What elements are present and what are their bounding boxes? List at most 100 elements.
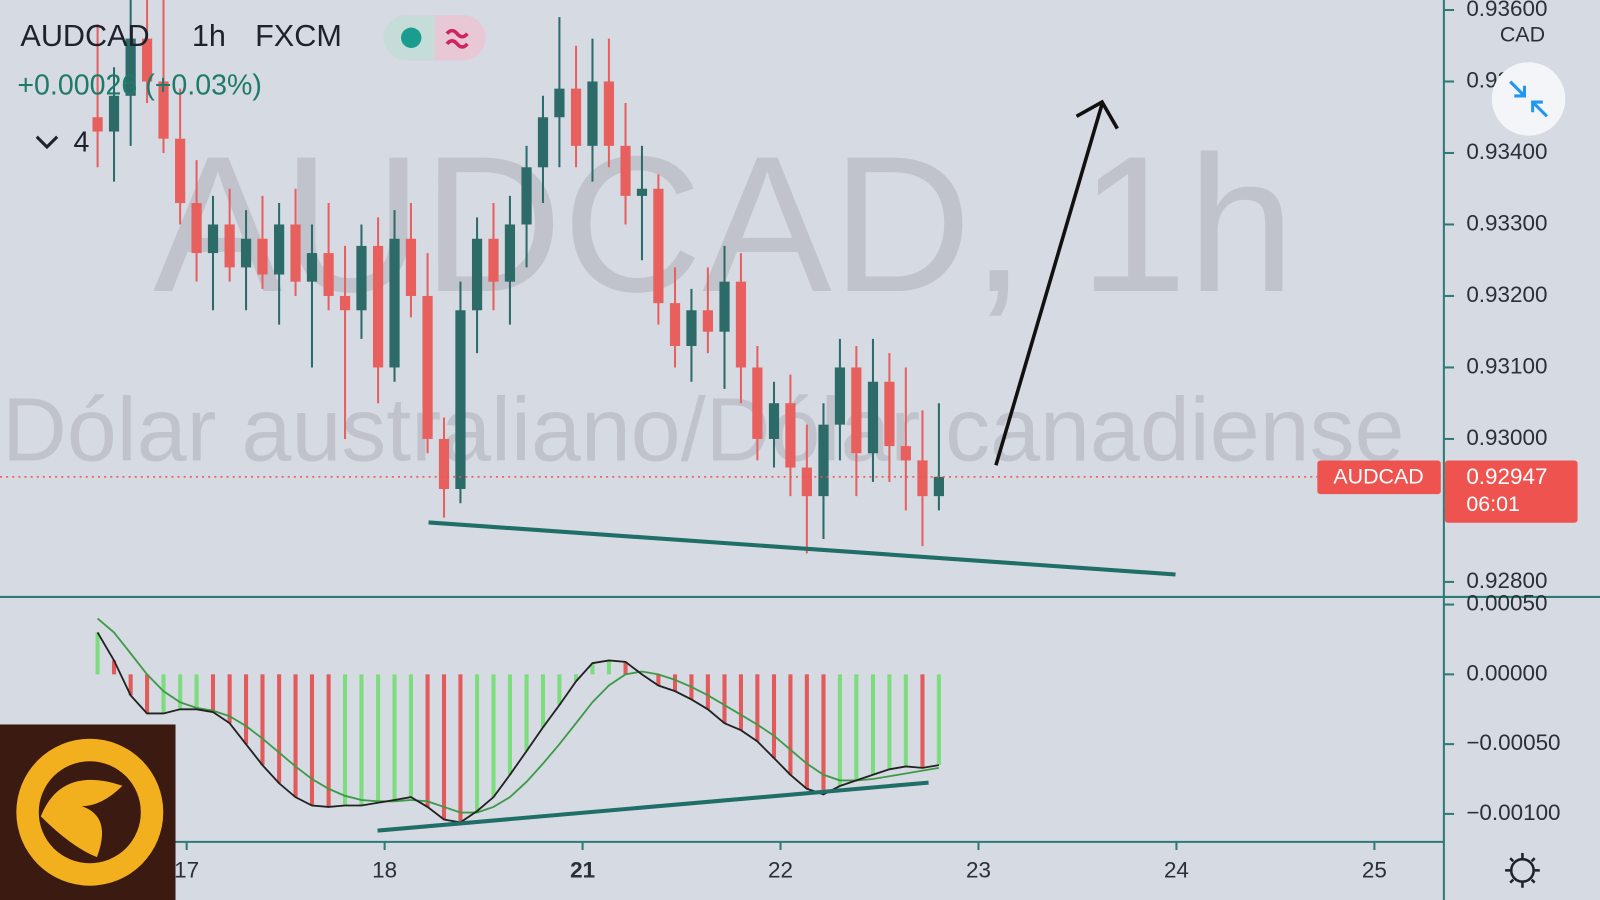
candle-body (455, 310, 466, 489)
arrow-shaft (994, 103, 1104, 466)
macd-histogram-bar (227, 674, 232, 724)
symbol-label-bg (1317, 460, 1441, 495)
x-tick-label: 22 (768, 857, 793, 882)
candle-body (141, 38, 153, 82)
minimize-icon (1509, 80, 1549, 118)
candle-body (702, 310, 713, 332)
candle-body (356, 245, 367, 311)
status-pill[interactable] (383, 15, 486, 61)
candle-body (851, 367, 862, 454)
macd-histogram-bar (425, 674, 430, 807)
y-tick-label: −0.00100 (1466, 800, 1560, 825)
candle-body (884, 381, 895, 447)
macd-histogram-bar (408, 674, 413, 798)
macd-histogram-bar (458, 674, 463, 823)
candle-body (785, 403, 796, 468)
macd-histogram-bar (574, 674, 579, 682)
macd-histogram-bar (128, 674, 133, 696)
button-bg (1491, 62, 1566, 136)
candle-body (521, 167, 532, 225)
x-tick-label: 25 (1362, 857, 1387, 882)
candle-body (240, 238, 252, 268)
y-tick-label: 0.93300 (1466, 210, 1547, 235)
macd-histogram-bar (326, 674, 331, 807)
candle-body (587, 81, 598, 146)
y-tick-label: 0.93200 (1466, 282, 1547, 307)
candle-body (306, 253, 318, 282)
y-tick-label: 0.93600 (1466, 0, 1547, 21)
macd-histogram-bar (507, 674, 512, 775)
minimize-button[interactable] (1491, 62, 1566, 136)
candle-body (290, 224, 301, 282)
macd-histogram-bar (441, 674, 447, 820)
candle-body (471, 238, 483, 311)
axis-currency: CAD (1500, 22, 1545, 46)
macd-histogram-bar (672, 674, 678, 692)
interval: 1h (192, 19, 226, 53)
macd-histogram-bar (293, 674, 298, 798)
candle-body (752, 367, 763, 439)
macd-histogram-bar (392, 674, 397, 800)
macd-histogram-bar (623, 661, 628, 675)
candle-body (191, 203, 202, 254)
candle-body (389, 238, 400, 368)
macd-histogram-bar (590, 663, 595, 675)
y-tick-label: 0.93100 (1466, 353, 1547, 378)
candle-body (372, 245, 384, 368)
candle-body (504, 224, 516, 282)
candle-body (933, 476, 944, 497)
macd-histogram-bar (178, 674, 183, 710)
macd-histogram-bar (309, 674, 315, 806)
x-tick-label: 18 (372, 857, 397, 882)
candle-body (323, 253, 334, 296)
exchange: FXCM (255, 19, 342, 53)
logo (0, 724, 176, 900)
macd-histogram-bar (260, 674, 265, 766)
candle-body (686, 310, 697, 347)
candle-body (603, 81, 615, 146)
macd-histogram-bar (277, 674, 282, 784)
macd-histogram-bar (342, 674, 348, 806)
macd-histogram-bar (606, 660, 611, 675)
candle-body (175, 138, 186, 204)
settings-button[interactable] (1505, 853, 1540, 888)
price-change: +0.00026 (+0.03%) (17, 69, 262, 101)
macd-histogram-bar (359, 674, 364, 806)
candle-body (620, 145, 631, 196)
candle-body (274, 224, 285, 275)
macd-histogram-bar (194, 674, 199, 710)
y-tick-label: 0.92800 (1466, 568, 1547, 593)
candle-body (488, 238, 499, 282)
candle-body (818, 424, 829, 497)
macd-histogram-bar (920, 674, 925, 768)
candle-body (900, 446, 911, 461)
macd-histogram-bar (903, 674, 908, 767)
candle-body (570, 88, 582, 146)
macd-histogram-bar (771, 674, 777, 759)
macd-histogram-bar (491, 674, 496, 798)
candle-body (125, 38, 136, 96)
price-label-bg (1444, 460, 1578, 523)
macd-histogram-bar (145, 674, 150, 714)
logo-eagle (40, 779, 123, 858)
macd-histogram-bar (788, 674, 793, 775)
collapse-icon[interactable] (35, 135, 59, 150)
macd-line (96, 617, 940, 814)
candle-body (636, 188, 648, 196)
x-tick-label: 23 (966, 857, 991, 882)
candle-body (917, 460, 928, 497)
macd-histogram-bar (738, 674, 743, 731)
arrow-head (1075, 99, 1119, 130)
y-tick-label: 0.93000 (1466, 425, 1547, 450)
macd-histogram-bar (821, 674, 826, 795)
macd-histogram-bar (854, 674, 859, 781)
macd-histogram-bar (656, 674, 661, 686)
macd-histogram-bar (540, 674, 546, 728)
macd-histogram-bar (804, 674, 809, 789)
indicator-count[interactable]: 4 (73, 126, 89, 158)
macd-histogram-bar (870, 674, 876, 775)
arrow (994, 99, 1119, 466)
